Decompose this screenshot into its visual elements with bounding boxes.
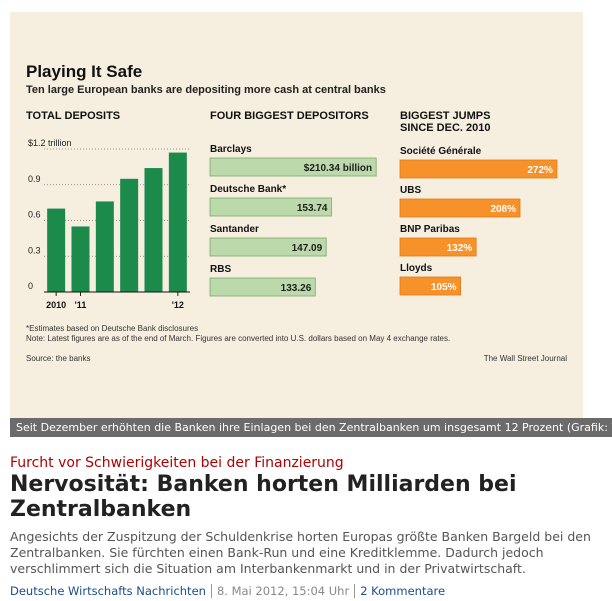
value-label: 153.74 — [297, 203, 328, 214]
graphic: Playing It Safe Ten large European banks… — [10, 12, 583, 418]
y-tick-label: 0.6 — [28, 210, 41, 220]
bar — [47, 208, 66, 292]
y-tick-label: 0.3 — [28, 245, 41, 255]
category-label: UBS — [400, 185, 421, 196]
bar — [399, 159, 558, 179]
credit: The Wall Street Journal — [484, 354, 568, 363]
note: Note: Latest figures are as of the end o… — [26, 334, 450, 343]
value-label: $210.34 billion — [304, 163, 372, 174]
category-label: BNP Paribas — [400, 224, 460, 235]
bar — [209, 277, 316, 297]
bar — [71, 226, 90, 292]
byline: Deutsche Wirtschafts Nachrichten 8. Mai 2… — [10, 584, 451, 598]
bar — [209, 157, 377, 177]
value-label: 133.26 — [281, 283, 312, 294]
lead: Angesichts der Zuspitzung der Schuldenkr… — [10, 529, 591, 576]
x-tick-label: '12 — [172, 300, 184, 310]
category-label: Société Générale — [400, 146, 482, 157]
value-label: 208% — [490, 204, 516, 215]
category-label: Deutsche Bank* — [210, 184, 286, 195]
note: *Estimates based on Deutsche Bank disclo… — [26, 324, 198, 333]
bar — [399, 198, 521, 218]
category-label: RBS — [210, 264, 231, 275]
y-tick-label: 0.9 — [28, 174, 41, 184]
bar — [144, 168, 163, 292]
category-label: Santander — [210, 224, 259, 235]
y-tick-label: 0 — [28, 281, 33, 291]
source: Source: the banks — [26, 354, 90, 363]
value-label: 147.09 — [292, 243, 323, 254]
headline[interactable]: Nervosität: Banken horten Milliarden bei… — [10, 472, 517, 522]
caption: Seit Dezember erhöhten die Banken ihre E… — [10, 418, 612, 437]
bar — [399, 237, 477, 257]
category-label: Lloyds — [400, 263, 433, 274]
chart-title: FOUR BIGGEST DEPOSITORS — [210, 110, 369, 122]
bar — [399, 276, 461, 296]
value-label: 272% — [527, 165, 553, 176]
x-tick-label: 2010 — [46, 300, 66, 310]
byline-comments[interactable]: 2 Kommentare — [354, 584, 451, 598]
value-label: 132% — [447, 243, 473, 254]
bar — [120, 178, 139, 292]
y-tick-label: $1.2 trillion — [28, 138, 72, 148]
bar — [168, 152, 187, 292]
bar — [209, 197, 332, 217]
graphic-subtitle: Ten large European banks are depositing … — [26, 84, 386, 96]
byline-date: 8. Mai 2012, 15:04 Uhr — [210, 584, 355, 598]
byline-source[interactable]: Deutsche Wirtschafts Nachrichten — [10, 584, 206, 598]
x-tick-label: '11 — [75, 300, 87, 310]
value-label: 105% — [431, 282, 457, 293]
graphic-title: Playing It Safe — [26, 62, 142, 81]
chart-title: BIGGEST JUMPS SINCE DEC. 2010 — [400, 110, 491, 134]
chart-title: TOTAL DEPOSITS — [26, 110, 121, 122]
category-label: Barclays — [210, 144, 252, 155]
bar — [209, 237, 327, 257]
kicker: Furcht vor Schwierigkeiten bei der Finan… — [10, 455, 344, 471]
bar — [95, 201, 114, 292]
